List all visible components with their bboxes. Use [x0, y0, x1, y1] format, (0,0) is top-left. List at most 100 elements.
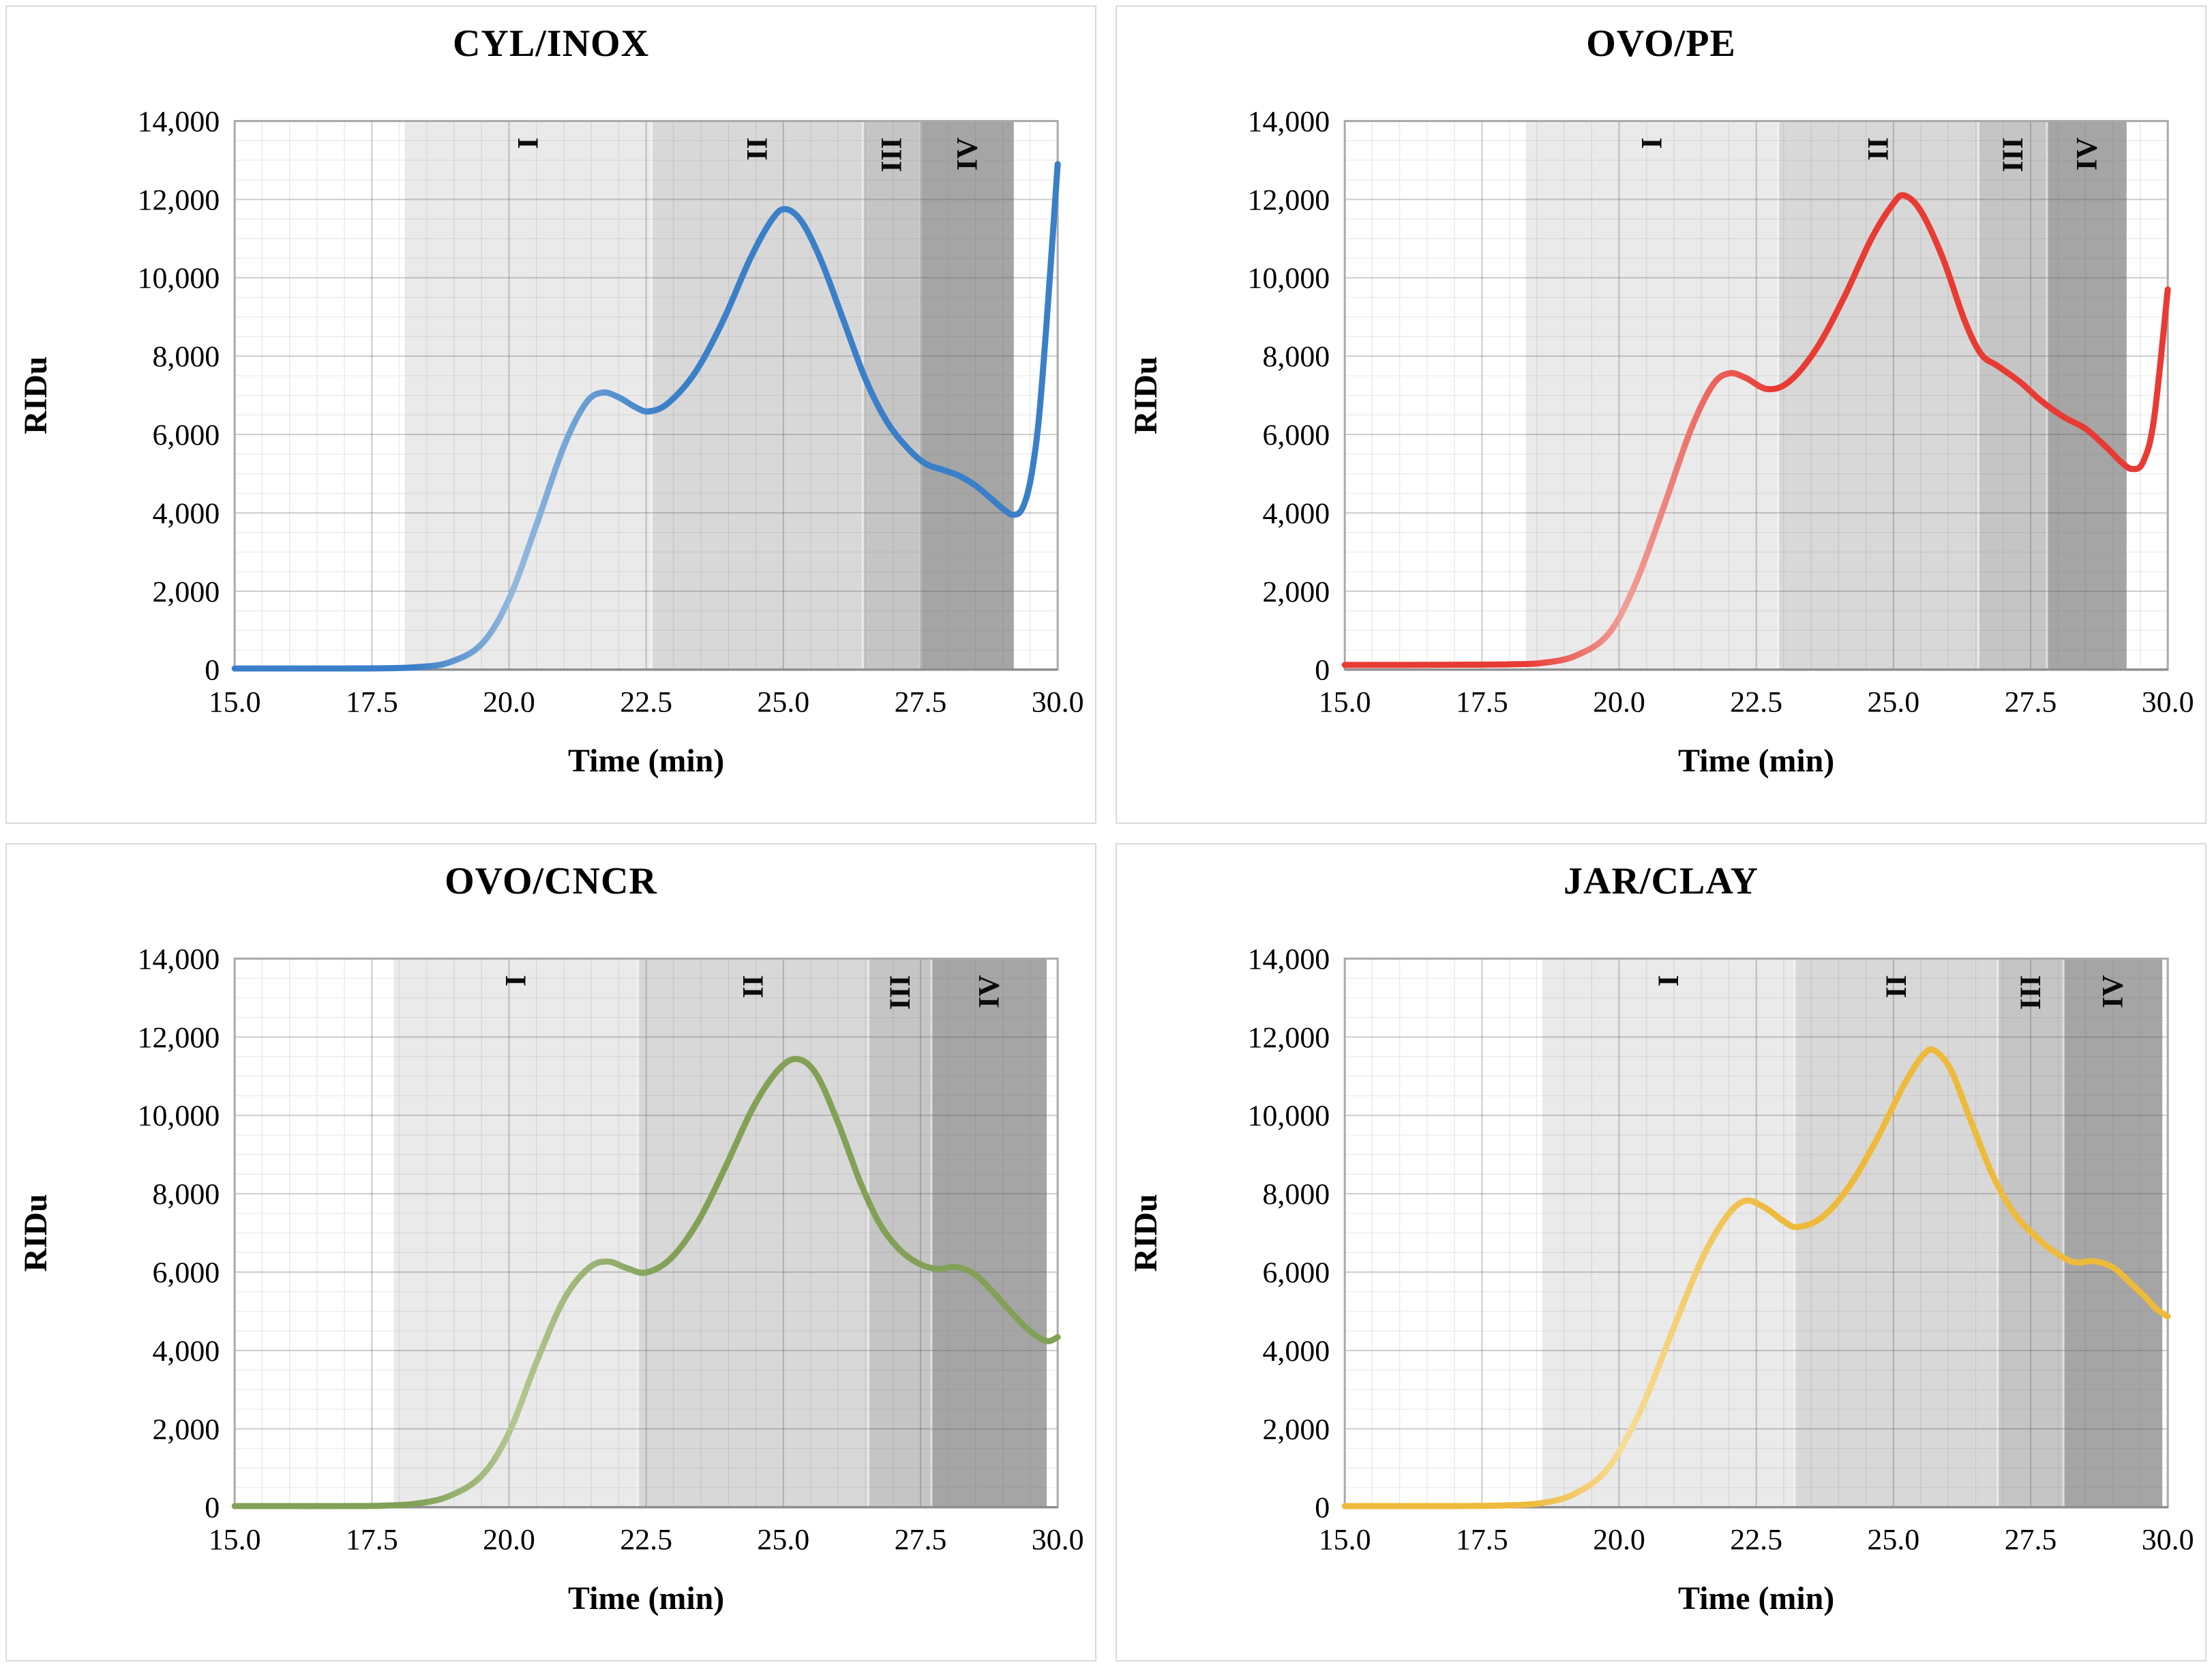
fraction-label-I: I [1652, 975, 1685, 986]
y-tick-label: 12,000 [138, 183, 220, 216]
fraction-label-I: I [1636, 137, 1669, 149]
fraction-region-III [868, 958, 932, 1507]
x-tick-label: 17.5 [1456, 1524, 1508, 1557]
y-tick-label: 14,000 [138, 943, 220, 975]
y-tick-label: 8,000 [152, 340, 220, 373]
tick-labels-layer: 15.0 17.5 20.0 22.5 25.0 27.5 30.0 0 2,000 4,000 6… [1248, 105, 2194, 718]
fraction-region-II [1778, 121, 1979, 670]
y-axis-title: RIDu [1128, 356, 1164, 434]
fraction-label-III: III [876, 137, 908, 172]
tick-labels-layer: 15.0 17.5 20.0 22.5 25.0 27.5 30.0 0 2,000 4,000 6… [138, 943, 1084, 1556]
x-tick-label: 15.0 [209, 686, 261, 719]
x-tick-label: 22.5 [1730, 686, 1782, 719]
x-tick-label: 20.0 [483, 1524, 535, 1557]
y-tick-label: 10,000 [138, 1100, 220, 1132]
fraction-label-IV: IV [2070, 137, 2103, 171]
x-tick-label: 25.0 [1867, 1524, 1919, 1557]
fraction-region-I [1542, 958, 1795, 1507]
chart-title-cyl-inox: CYL/INOX [452, 23, 650, 65]
fraction-region-I [1525, 121, 1778, 670]
chart-panel-cyl-inox: CYL/INOX I II III IV 15.0 17.5 20.0 22.5 25.0 27.… [5, 5, 1096, 824]
x-tick-label: 17.5 [346, 686, 398, 719]
x-tick-label: 30.0 [2142, 686, 2194, 719]
y-tick-label: 2,000 [152, 1413, 220, 1446]
y-tick-label: 0 [1315, 1492, 1330, 1524]
fraction-region-IV [2047, 121, 2127, 670]
x-tick-label: 15.0 [209, 1524, 261, 1557]
y-tick-label: 2,000 [1262, 576, 1330, 608]
y-tick-label: 6,000 [152, 1256, 220, 1289]
y-tick-label: 4,000 [1262, 497, 1330, 530]
y-tick-label: 4,000 [1262, 1335, 1330, 1368]
x-tick-label: 22.5 [1730, 1524, 1782, 1557]
chromatogram-curve [231, 161, 1061, 672]
y-tick-label: 12,000 [1248, 1021, 1330, 1054]
tick-labels-layer: 15.0 17.5 20.0 22.5 25.0 27.5 30.0 0 2,000 4,000 6… [1248, 943, 2194, 1556]
x-tick-label: 30.0 [2142, 1524, 2194, 1557]
tick-labels-layer: 15.0 17.5 20.0 22.5 25.0 27.5 30.0 0 2,000 4,000 6… [138, 105, 1084, 718]
x-axis-title: Time (min) [1678, 743, 1834, 779]
x-tick-label: 30.0 [1032, 1524, 1084, 1557]
x-tick-label: 22.5 [620, 1524, 672, 1557]
y-tick-label: 6,000 [152, 419, 220, 452]
chart-panel-ovo-pe: OVO/PE I II III IV 15.0 17.5 20.0 22.5 25.0 27.5 3… [1116, 5, 2207, 824]
chart-title-jar-clay: JAR/CLAY [1564, 860, 1759, 902]
x-tick-label: 27.5 [895, 686, 947, 719]
y-axis-title: RIDu [18, 356, 54, 434]
fraction-labels-layer: I II III IV [512, 137, 984, 173]
x-axis-title: Time (min) [568, 1580, 724, 1617]
y-tick-label: 4,000 [152, 1335, 220, 1368]
x-axis-title: Time (min) [1678, 1580, 1834, 1617]
x-axis-title: Time (min) [568, 743, 724, 779]
fraction-region-IV [931, 958, 1047, 1507]
y-tick-label: 2,000 [1262, 1413, 1330, 1446]
y-tick-label: 0 [205, 1492, 220, 1524]
grid-layer [234, 958, 1059, 1508]
fraction-labels-layer: I II III IV [499, 975, 1005, 1010]
y-tick-label: 14,000 [138, 105, 220, 138]
y-tick-label: 8,000 [1262, 340, 1330, 373]
fraction-label-III: III [1997, 137, 2029, 172]
fraction-regions-layer [1525, 121, 2127, 670]
chromatogram-curve [231, 1056, 1061, 1509]
fraction-labels-layer: I II III IV [1652, 975, 2129, 1010]
y-tick-label: 8,000 [1262, 1178, 1330, 1211]
x-tick-label: 30.0 [1032, 686, 1084, 719]
fraction-regions-layer [1542, 958, 2163, 1507]
y-tick-label: 14,000 [1248, 105, 1330, 138]
fraction-labels-layer: I II III IV [1636, 137, 2104, 173]
y-tick-label: 6,000 [1262, 1256, 1330, 1289]
y-tick-label: 0 [1315, 654, 1330, 687]
y-tick-label: 0 [205, 654, 220, 687]
fraction-label-IV: IV [973, 975, 1006, 1008]
x-tick-label: 15.0 [1319, 686, 1371, 719]
fraction-label-IV: IV [2097, 975, 2129, 1008]
y-tick-label: 10,000 [1248, 1100, 1330, 1132]
fraction-label-IV: IV [951, 137, 983, 171]
fraction-label-II: II [1862, 137, 1895, 160]
y-tick-label: 10,000 [138, 262, 220, 295]
y-axis-title: RIDu [18, 1194, 54, 1271]
x-tick-label: 20.0 [483, 686, 535, 719]
y-tick-label: 4,000 [152, 497, 220, 530]
chromatogram-curve [1341, 1046, 2171, 1509]
x-tick-label: 27.5 [2005, 1524, 2057, 1557]
fraction-region-II [1794, 958, 1998, 1507]
fraction-label-II: II [1880, 975, 1913, 998]
x-tick-label: 22.5 [620, 686, 672, 719]
x-tick-label: 27.5 [2005, 686, 2057, 719]
fraction-region-II [638, 958, 869, 1507]
y-tick-label: 8,000 [152, 1178, 220, 1211]
chart-title-ovo-cncr: OVO/CNCR [445, 860, 657, 902]
x-tick-label: 17.5 [346, 1524, 398, 1557]
y-tick-label: 6,000 [1262, 419, 1330, 452]
fraction-label-II: II [737, 975, 770, 998]
chromatogram-curve [1341, 192, 2171, 668]
fraction-label-III: III [2014, 975, 2047, 1009]
x-tick-label: 25.0 [1867, 686, 1919, 719]
fraction-label-III: III [884, 975, 916, 1009]
